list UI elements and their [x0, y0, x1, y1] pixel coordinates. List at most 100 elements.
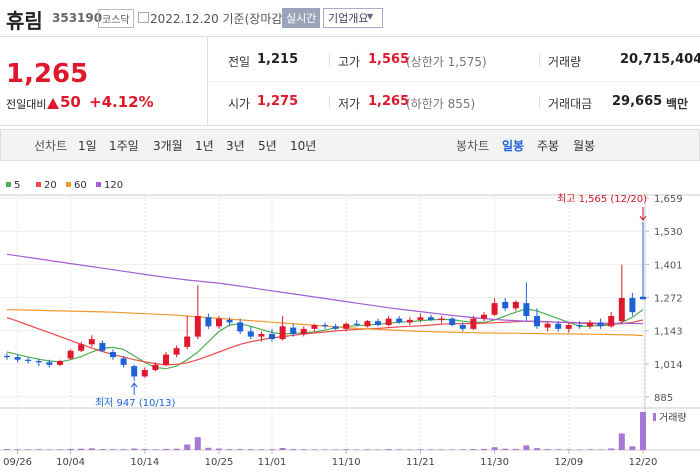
volume-bar — [587, 449, 593, 450]
candle-body — [512, 301, 519, 309]
legend-swatch — [6, 182, 11, 187]
tab[interactable]: 10년 — [290, 139, 317, 153]
candle-body — [523, 303, 530, 317]
y-tick-label: 1,401 — [654, 260, 683, 271]
volume-bar — [353, 449, 360, 450]
tab[interactable]: 1년 — [195, 139, 214, 153]
x-tick-label: 10/14 — [130, 457, 159, 468]
divider — [539, 96, 540, 108]
volume-bar — [226, 449, 233, 450]
candle-body — [194, 316, 201, 337]
annotation-arrow — [639, 207, 647, 222]
candle-body — [14, 357, 21, 360]
tab[interactable]: 1주일 — [109, 139, 139, 153]
volume-bar — [237, 449, 244, 450]
quote-label: 저가 — [338, 97, 361, 111]
tab[interactable]: 3년 — [226, 139, 245, 153]
candle-body — [311, 325, 318, 329]
volume-bar — [375, 449, 381, 450]
candle-body — [67, 350, 74, 359]
volume-bar — [46, 449, 53, 450]
candle-body — [163, 354, 169, 365]
volume-bar — [523, 445, 530, 450]
change: 50 — [60, 93, 81, 111]
quote-label: 시가 — [228, 97, 251, 111]
candle-body — [4, 355, 10, 358]
volume-bar — [14, 449, 21, 450]
volume-bar — [544, 449, 551, 450]
candle-body — [587, 322, 593, 327]
candle-body — [78, 344, 85, 351]
tab[interactable]: 1일 — [78, 139, 97, 153]
candle-body — [35, 361, 42, 363]
volume-bar — [618, 433, 625, 450]
candle-body — [226, 319, 233, 323]
x-tick-label: 09/26 — [3, 457, 32, 468]
change-pct: +4.12% — [89, 93, 154, 111]
volume-bar — [597, 449, 604, 450]
volume-bar — [205, 447, 212, 450]
dropdown-arrow: ▼ — [367, 12, 374, 21]
volume-bar — [438, 449, 445, 450]
volume-bar — [99, 449, 106, 450]
volume-bar — [322, 449, 328, 450]
volume-legend-label: 거래량 — [659, 412, 687, 424]
candle-body — [353, 323, 360, 326]
calendar-icon — [138, 12, 149, 23]
quote-label: 거래량 — [548, 55, 582, 69]
volume-bar — [67, 448, 74, 450]
price-panel: 1,265 전일대비 50 +4.12% 전일 1,215 고가 1,565 (상한가 … — [0, 37, 700, 126]
candle-body — [449, 318, 456, 326]
tab[interactable]: 5년 — [258, 139, 277, 153]
volume-bar — [343, 449, 350, 450]
candle-body — [332, 326, 339, 329]
volume-bar — [57, 449, 63, 450]
realtime-button[interactable]: 실시간 — [282, 8, 321, 28]
y-tick-label: 1,272 — [654, 294, 683, 305]
volume-bar — [258, 449, 265, 450]
candle-body — [544, 323, 551, 328]
quote-value: 1,565 — [368, 52, 410, 67]
candle-body — [131, 366, 138, 377]
y-tick-label: 1,143 — [654, 327, 683, 338]
annotation-arrow — [130, 382, 138, 396]
candle-body — [459, 325, 466, 329]
volume-bar — [290, 449, 297, 450]
volume-bar — [502, 448, 509, 450]
annotation: 최저 947 (10/13) — [95, 397, 176, 409]
candle-body — [502, 301, 509, 309]
annotation: 최고 1,565 (12/20) — [557, 193, 647, 205]
volume-bar — [640, 412, 646, 450]
volume-bar — [131, 448, 138, 450]
candle-body — [88, 339, 95, 345]
quote-label: 전일 — [228, 55, 251, 69]
quote-value: 29,665 — [612, 94, 663, 109]
volume-bar — [576, 449, 583, 450]
volume-bar — [481, 448, 487, 450]
volume-bar — [512, 448, 519, 450]
legend-swatch — [36, 182, 41, 187]
legend-swatch — [96, 182, 101, 187]
quote-label: 고가 — [338, 55, 361, 69]
candle-body — [184, 336, 191, 347]
candle-body — [46, 362, 53, 365]
legend-label: 120 — [104, 180, 123, 191]
divider — [207, 37, 208, 125]
tab[interactable]: 주봉 — [537, 139, 560, 153]
tab[interactable]: 월봉 — [573, 139, 596, 153]
candle-body — [216, 318, 222, 327]
candle-body — [173, 348, 180, 355]
tab[interactable]: 일봉 — [502, 139, 525, 153]
tab[interactable]: 3개월 — [153, 139, 183, 153]
candle-body — [110, 352, 116, 358]
candle-body — [385, 318, 392, 326]
legend-label: 20 — [44, 180, 57, 191]
company-button[interactable]: 기업개요 — [323, 8, 384, 28]
candle-body — [406, 319, 413, 323]
candle-body — [565, 325, 572, 329]
chart: 5 20 60 120 885 1,014 1,143 1,272 1,401 1,530 1,65… — [0, 180, 700, 468]
candle-body — [491, 303, 498, 315]
candle-body — [343, 323, 350, 329]
x-tick-label: 11/01 — [258, 457, 287, 468]
